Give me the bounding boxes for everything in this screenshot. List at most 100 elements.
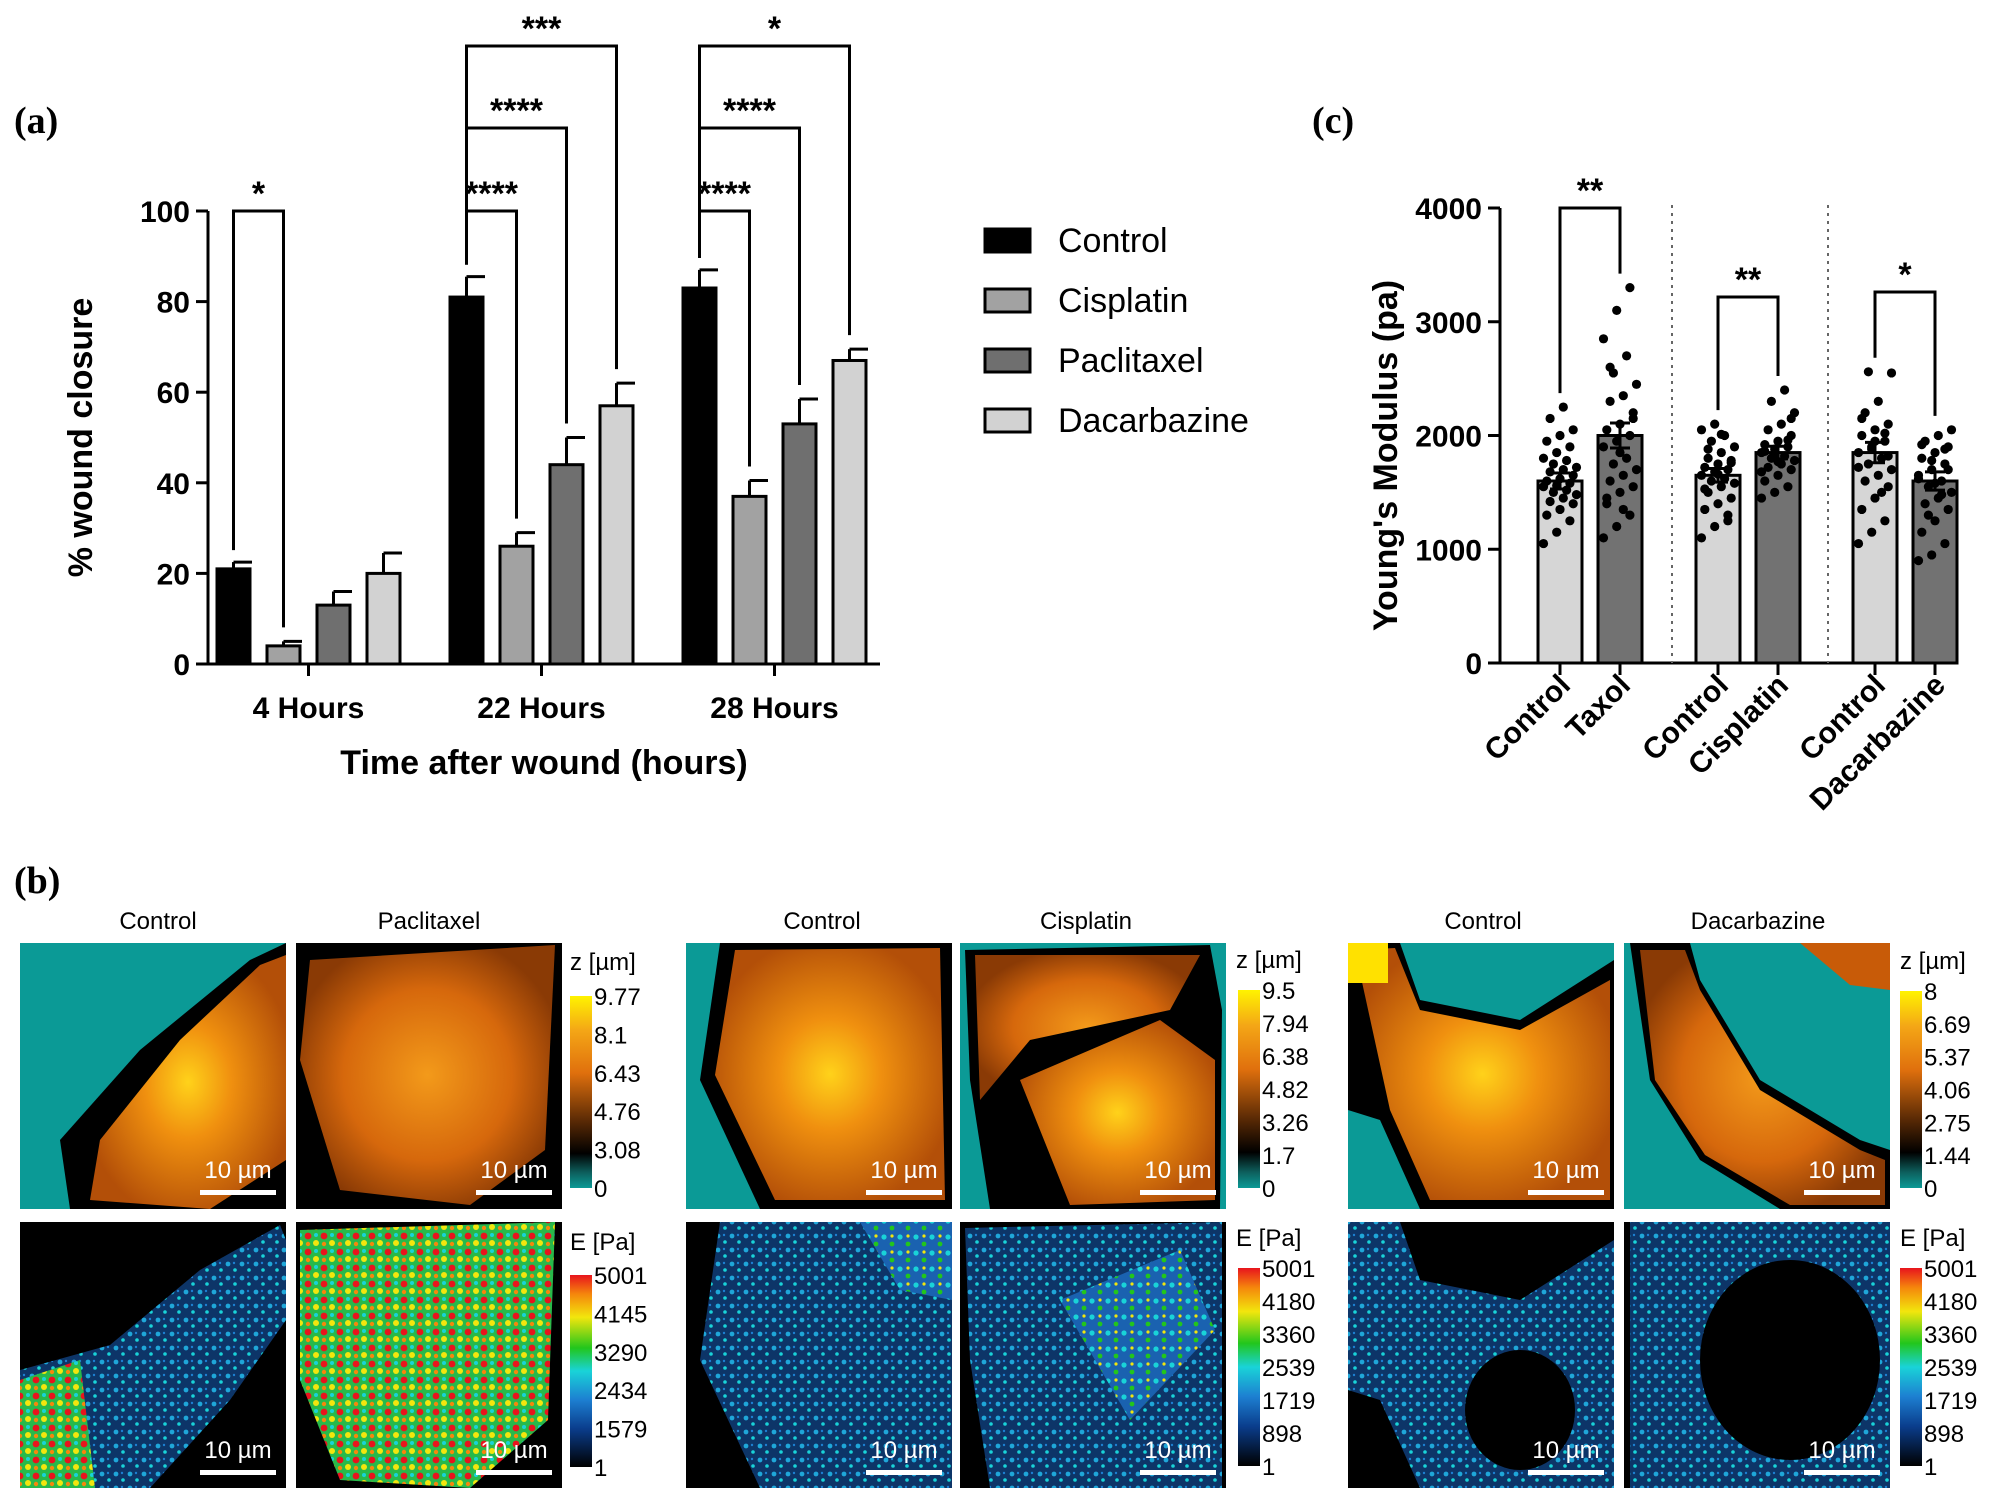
colorbar-tick-label: 3290	[594, 1340, 647, 1367]
colorbar-tick-label: 4.82	[1262, 1077, 1309, 1104]
data-point	[1776, 419, 1786, 429]
data-point	[1703, 444, 1713, 454]
data-point	[1917, 453, 1927, 463]
bar-cisplatin	[265, 644, 302, 666]
data-point	[1706, 436, 1716, 446]
topography-cisplatin	[960, 943, 1226, 1209]
y-tick-label: 60	[157, 377, 190, 410]
x-tick-label: 28 Hours	[710, 692, 838, 725]
data-point	[1625, 510, 1635, 520]
e-colorbar-2	[1238, 1268, 1260, 1466]
data-point	[1873, 470, 1883, 480]
data-point	[1883, 419, 1893, 429]
image-label-dacarbazine: Dacarbazine	[1691, 908, 1826, 935]
data-point	[1760, 476, 1770, 486]
scale-bar-label: 10 µm	[1808, 1437, 1875, 1464]
significance-label: *	[1898, 256, 1912, 294]
y-tick-label: 40	[157, 468, 190, 501]
data-point	[1602, 425, 1612, 435]
scale-bar	[476, 1470, 552, 1475]
colorbar-tick-label: 4145	[594, 1301, 647, 1328]
scale-bar	[200, 1470, 276, 1475]
data-point	[1571, 490, 1582, 500]
e-colorbar-3	[1900, 1268, 1922, 1466]
data-point	[1713, 499, 1723, 509]
bar-control	[448, 295, 485, 666]
data-point	[1568, 470, 1578, 480]
data-point	[1917, 527, 1927, 537]
data-point	[1625, 283, 1635, 293]
chart-c: 0 1000 2000 3000 4000 Young's Modulus (pa) Con…	[1367, 172, 1959, 817]
data-point	[1927, 455, 1937, 466]
colorbar-tick-label: 4.06	[1924, 1078, 1971, 1105]
data-point	[1605, 362, 1615, 372]
data-point	[1602, 493, 1612, 503]
image-label-cisplatin: Cisplatin	[1040, 908, 1132, 935]
colorbar-tick-label: 4180	[1262, 1289, 1315, 1316]
data-point	[1873, 396, 1883, 406]
data-point	[1937, 490, 1947, 500]
colorbar-tick-label: 0	[1262, 1176, 1275, 1203]
data-point	[1853, 462, 1864, 472]
scale-bar	[476, 1190, 552, 1195]
e-colorbar-title-1: E [Pa]	[570, 1229, 635, 1256]
data-point	[1565, 478, 1575, 488]
scale-bar-label: 10 µm	[204, 1157, 271, 1184]
data-point	[1877, 487, 1887, 497]
data-point	[1920, 499, 1930, 509]
z-colorbar-1	[570, 996, 592, 1188]
significance-bracket	[698, 44, 851, 336]
data-point	[1710, 419, 1720, 429]
z-colorbar-title-3: z [µm]	[1900, 948, 1966, 975]
colorbar-tick-label: 1	[594, 1455, 607, 1482]
significance-label: ***	[522, 10, 562, 48]
scale-bar-label: 10 µm	[204, 1437, 271, 1464]
data-point	[1946, 425, 1957, 435]
data-point	[1886, 368, 1897, 378]
x-tick-label: Control	[1478, 669, 1577, 768]
image-label-control-2: Control	[783, 908, 860, 935]
data-point	[1933, 430, 1943, 441]
data-point	[1940, 444, 1950, 454]
data-point	[1716, 447, 1726, 458]
data-point	[1946, 487, 1957, 497]
panel-label-a: (a)	[14, 100, 58, 142]
scale-bar-label: 10 µm	[1532, 1437, 1599, 1464]
data-point	[1786, 413, 1796, 424]
data-point	[1615, 487, 1625, 497]
elasticity-control-2	[686, 1222, 952, 1488]
afm-group-paclitaxel: Control Paclitaxel z [µm] 9.77 8.1 6.43 4.7…	[20, 908, 647, 1488]
significance-label: ****	[698, 175, 752, 213]
elasticity-dacarbazine	[1624, 1222, 1890, 1488]
data-point	[1552, 527, 1562, 537]
data-point	[1913, 556, 1924, 566]
data-point	[1598, 533, 1609, 543]
data-point	[1618, 391, 1628, 401]
colorbar-tick-label: 8.1	[594, 1022, 627, 1049]
y-tick-label: 100	[140, 196, 190, 229]
bar-control	[681, 286, 718, 666]
data-point	[1625, 430, 1635, 441]
data-point	[1786, 465, 1796, 475]
data-point	[1729, 442, 1740, 452]
scale-bar	[1528, 1470, 1604, 1475]
colorbar-tick-label: 1719	[1262, 1388, 1315, 1415]
image-label-control-1: Control	[119, 908, 196, 935]
data-point	[1555, 430, 1565, 441]
data-point	[1729, 478, 1740, 488]
data-point	[1760, 440, 1770, 450]
legend-label-dacarbazine: Dacarbazine	[1058, 402, 1249, 440]
significance-bracket	[232, 209, 285, 628]
y-tick-label: 0	[173, 649, 190, 682]
colorbar-tick-label: 1719	[1924, 1388, 1977, 1415]
data-point	[1696, 470, 1707, 480]
data-point	[1598, 442, 1609, 452]
data-point	[1780, 385, 1790, 395]
data-point	[1713, 459, 1723, 469]
scale-bar	[866, 1190, 942, 1195]
data-point	[1853, 447, 1864, 458]
legend-swatch-control	[983, 227, 1032, 254]
scale-bar	[1528, 1190, 1604, 1195]
y-tick-label: 2000	[1415, 421, 1482, 454]
legend-label-paclitaxel: Paclitaxel	[1058, 342, 1204, 380]
